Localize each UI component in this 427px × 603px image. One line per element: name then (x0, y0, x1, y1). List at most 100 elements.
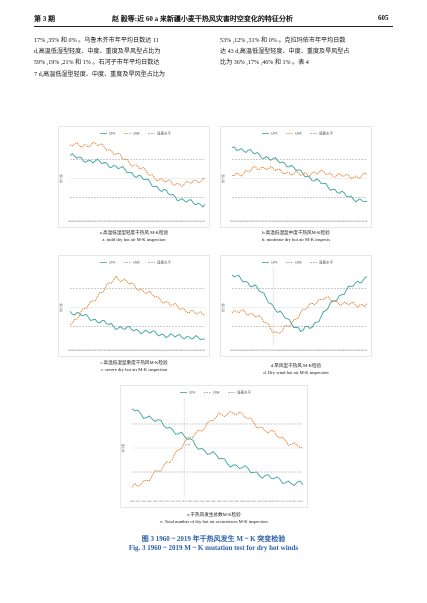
x-tick-label: 1996 (150, 221, 156, 223)
x-tick-label: 2008 (177, 221, 183, 223)
x-tick-label: 1976 (266, 221, 272, 223)
series-line-ubk (69, 275, 206, 326)
x-tick-label: 2012 (280, 501, 286, 503)
chart-frame (120, 385, 308, 508)
x-tick-label: 1964 (141, 501, 147, 503)
x-tick-label: 2004 (168, 221, 174, 223)
x-tick-label: 1968 (86, 221, 92, 223)
x-tick-label: 1976 (266, 350, 272, 352)
x-tick-label: 1962 (234, 221, 240, 223)
x-tick-label: 1964 (77, 350, 83, 352)
series-line-ubk (231, 296, 368, 334)
legend-label-sig: 显著水平 (319, 260, 333, 265)
x-tick-label: 1994 (145, 350, 151, 352)
x-tick-label: 2018 (362, 350, 368, 352)
chart-panel-a: UFk UBk 显著水平 统计量 1960 1962 1964 1966 1968 1970 197… (58, 126, 210, 228)
x-tick-label: 1966 (81, 350, 87, 352)
figure-caption-cn: 图 3 1960 ~ 2019 年干热风发生 M ~ K 突变检验 (141, 535, 286, 543)
x-tick-label: 1986 (289, 350, 295, 352)
x-tick-label: 2012 (187, 350, 193, 352)
x-tick-label: 2008 (339, 350, 345, 352)
y-axis-label: 统计量 (59, 303, 63, 312)
x-tick-label: 1960 (68, 350, 74, 352)
caption-e-en: e. Total number of dry hot air occurrenc… (160, 519, 268, 524)
x-tick-label: 2016 (358, 350, 364, 352)
series-line-ufk (231, 274, 368, 333)
x-tick-label: 1968 (153, 501, 159, 503)
x-tick-label: 2018 (362, 221, 368, 223)
x-tick-label: 1974 (100, 350, 106, 352)
x-tick-label: 1984 (284, 221, 290, 223)
chart-frame (220, 255, 372, 357)
x-tick-label: 1996 (312, 350, 318, 352)
x-tick-label: 2008 (269, 501, 275, 503)
x-tick-label: 1978 (109, 221, 115, 223)
legend-label-uf: UFk (271, 132, 278, 136)
legend-label-uf: UFk (189, 391, 196, 395)
header-rule (34, 26, 393, 27)
legend-label-ub: UBk (295, 261, 302, 265)
x-tick-label: 1972 (95, 350, 101, 352)
chart-panel-b: UFk UBk 显著水平 统计量 1960 1962 1964 1966 1968 1970 197… (220, 126, 372, 228)
caption-a-cn: a.高温低湿型轻度干热风 M-K检验 (99, 230, 169, 235)
x-tick-label: 2008 (177, 350, 183, 352)
text-line: 17% ,35% 和 0% 。乌鲁木齐市年平均日数达 11 (34, 38, 159, 44)
x-tick-label: 2006 (263, 501, 269, 503)
x-tick-label: 1988 (132, 221, 138, 223)
x-tick-label: 1988 (294, 350, 300, 352)
x-tick-label: 1980 (275, 221, 281, 223)
x-tick-label: 2004 (330, 221, 336, 223)
x-tick-label: 2014 (353, 350, 359, 352)
legend-label-ub: UBk (295, 132, 302, 136)
x-tick-label: 1980 (113, 221, 119, 223)
x-tick-label: 2004 (257, 501, 263, 503)
chart-panel-c: UFk UBk 显著水平 统计量 1960 1962 1964 1966 1968 1970 197… (58, 255, 210, 357)
x-tick-label: 2010 (274, 501, 280, 503)
text-line: 53% ,12% ,31% 和 0% 。克拉玛依市年平均日数 (220, 38, 346, 44)
x-tick-label: 1980 (188, 501, 194, 503)
chart-frame (220, 126, 372, 228)
caption-a: a.高温低湿型轻度干热风 M-K检验 a. mild dry hot air M… (58, 229, 210, 243)
x-tick-label: 1980 (275, 350, 281, 352)
x-tick-label: 1966 (147, 501, 153, 503)
caption-e: e.干热风发生总数M-K检验 e. Total number of dry ho… (120, 511, 308, 525)
chart-panel-d: UFk UBk 显著水平 统计量 1960 1962 1964 1966 1968 1970 197… (220, 255, 372, 357)
x-tick-label: 1970 (90, 350, 96, 352)
x-tick-label: 2010 (182, 350, 188, 352)
x-tick-label: 1974 (100, 221, 106, 223)
x-tick-label: 1992 (141, 350, 147, 352)
text-line: 比为 36% ,17% ,46% 和 1% 。表 4 (220, 60, 309, 67)
x-tick-label: 2000 (321, 350, 327, 352)
x-tick-label: 1998 (317, 350, 323, 352)
y-axis-label: 统计量 (121, 444, 125, 453)
x-tick-label: 1988 (294, 221, 300, 223)
x-tick-label: 1988 (211, 501, 217, 503)
x-tick-label: 2014 (191, 350, 197, 352)
x-tick-label: 1962 (72, 350, 78, 352)
x-tick-label: 1960 (230, 221, 236, 223)
caption-d-cn: d.旱风型干热风 M-K检验 (270, 363, 322, 368)
x-tick-label: 1966 (81, 221, 87, 223)
x-tick-label: 2012 (349, 350, 355, 352)
intersection-label: 1978 (185, 445, 191, 447)
x-tick-label: 1968 (86, 350, 92, 352)
x-tick-label: 1998 (155, 350, 161, 352)
x-tick-label: 2006 (173, 221, 179, 223)
x-tick-label: 1960 (230, 350, 236, 352)
x-tick-label: 2010 (182, 221, 188, 223)
figure-caption-en: Fig. 3 1960 ~ 2019 M ~ K mutation test f… (128, 544, 299, 552)
x-tick-label: 1972 (164, 501, 170, 503)
caption-e-cn: e.干热风发生总数M-K检验 (187, 512, 241, 517)
text-line: d,高温低湿型轻度、中度、重度及旱风型占比为 (34, 49, 161, 56)
x-tick-label: 2006 (335, 350, 341, 352)
x-tick-label: 1984 (284, 350, 290, 352)
x-tick-label: 1990 (298, 221, 304, 223)
x-tick-label: 1962 (234, 350, 240, 352)
x-tick-label: 1996 (312, 221, 318, 223)
series-line-ubk (131, 411, 304, 488)
x-tick-label: 1968 (248, 221, 254, 223)
x-tick-label: 1972 (95, 221, 101, 223)
x-tick-label: 2018 (200, 350, 206, 352)
